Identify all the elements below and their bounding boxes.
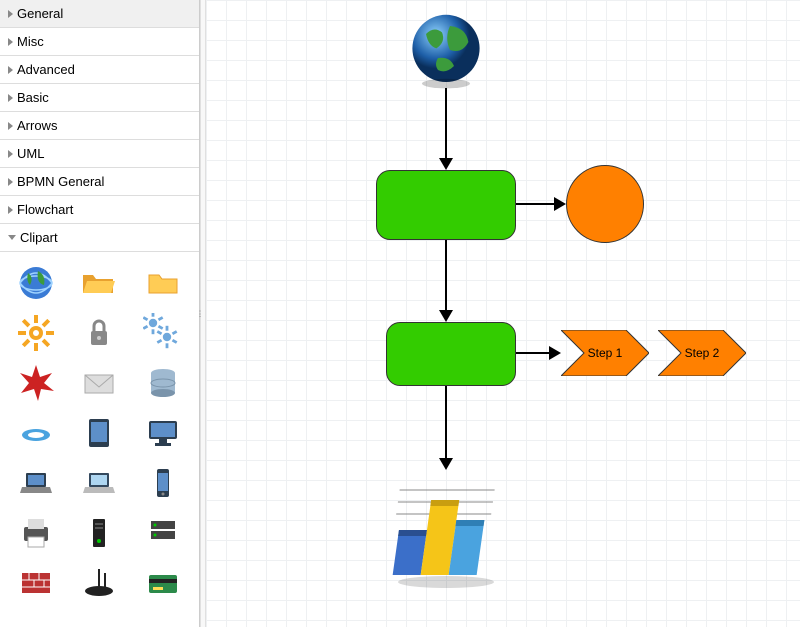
globe-node[interactable] (406, 10, 486, 90)
category-label: Clipart (20, 230, 58, 245)
category-label: Basic (17, 90, 49, 105)
globe-icon[interactable] (15, 262, 57, 304)
arrowhead-icon (554, 197, 566, 211)
lock-icon[interactable] (78, 312, 120, 354)
step-chevron[interactable]: Step 1 (561, 330, 649, 376)
database-icon[interactable] (142, 362, 184, 404)
tablet-icon[interactable] (78, 412, 120, 454)
step-label: Step 2 (658, 330, 746, 376)
category-uml[interactable]: UML (0, 140, 199, 168)
envelope-icon[interactable] (78, 362, 120, 404)
category-basic[interactable]: Basic (0, 84, 199, 112)
diagram-canvas[interactable]: Step 1Step 2 (206, 0, 800, 627)
connector[interactable] (445, 386, 447, 460)
connector[interactable] (516, 203, 556, 205)
category-label: UML (17, 146, 44, 161)
clipart-palette (0, 252, 199, 614)
category-misc[interactable]: Misc (0, 28, 199, 56)
ring-icon[interactable] (15, 412, 57, 454)
category-label: BPMN General (17, 174, 104, 189)
category-label: Misc (17, 34, 44, 49)
router-icon[interactable] (78, 562, 120, 604)
step-chevron[interactable]: Step 2 (658, 330, 746, 376)
tower-icon[interactable] (78, 512, 120, 554)
chevron-right-icon (8, 66, 13, 74)
category-arrows[interactable]: Arrows (0, 112, 199, 140)
chevron-right-icon (8, 178, 13, 186)
gears-icon[interactable] (142, 312, 184, 354)
category-label: Flowchart (17, 202, 73, 217)
category-flowchart[interactable]: Flowchart (0, 196, 199, 224)
burst-icon[interactable] (15, 362, 57, 404)
category-advanced[interactable]: Advanced (0, 56, 199, 84)
card-icon[interactable] (142, 562, 184, 604)
monitor-icon[interactable] (142, 412, 184, 454)
chevron-right-icon (8, 38, 13, 46)
circle-node[interactable] (566, 165, 644, 243)
connector[interactable] (516, 352, 551, 354)
chevron-right-icon (8, 94, 13, 102)
arrowhead-icon (439, 158, 453, 170)
arrowhead-icon (439, 458, 453, 470)
category-label: General (17, 6, 63, 21)
category-label: Advanced (17, 62, 75, 77)
process-node[interactable] (376, 170, 516, 240)
laptop2-icon[interactable] (78, 462, 120, 504)
category-bpmn-general[interactable]: BPMN General (0, 168, 199, 196)
laptop-icon[interactable] (15, 462, 57, 504)
arrowhead-icon (549, 346, 561, 360)
process-node[interactable] (386, 322, 516, 386)
category-general[interactable]: General (0, 0, 199, 28)
chevron-right-icon (8, 150, 13, 158)
firewall-icon[interactable] (15, 562, 57, 604)
folder-icon[interactable] (142, 262, 184, 304)
connector[interactable] (445, 88, 447, 160)
folder-open-icon[interactable] (78, 262, 120, 304)
chevron-right-icon (8, 10, 13, 18)
printer-icon[interactable] (15, 512, 57, 554)
category-clipart[interactable]: Clipart (0, 224, 199, 252)
arrowhead-icon (439, 310, 453, 322)
server-icon[interactable] (142, 512, 184, 554)
connector[interactable] (445, 240, 447, 312)
chevron-right-icon (8, 206, 13, 214)
phone-icon[interactable] (142, 462, 184, 504)
barchart-node[interactable] (386, 480, 506, 590)
chevron-down-icon (8, 235, 16, 240)
chevron-right-icon (8, 122, 13, 130)
shapes-sidebar: General Misc Advanced Basic Arrows UML BPMN Ge… (0, 0, 200, 627)
gear-icon[interactable] (15, 312, 57, 354)
step-label: Step 1 (561, 330, 649, 376)
category-label: Arrows (17, 118, 57, 133)
